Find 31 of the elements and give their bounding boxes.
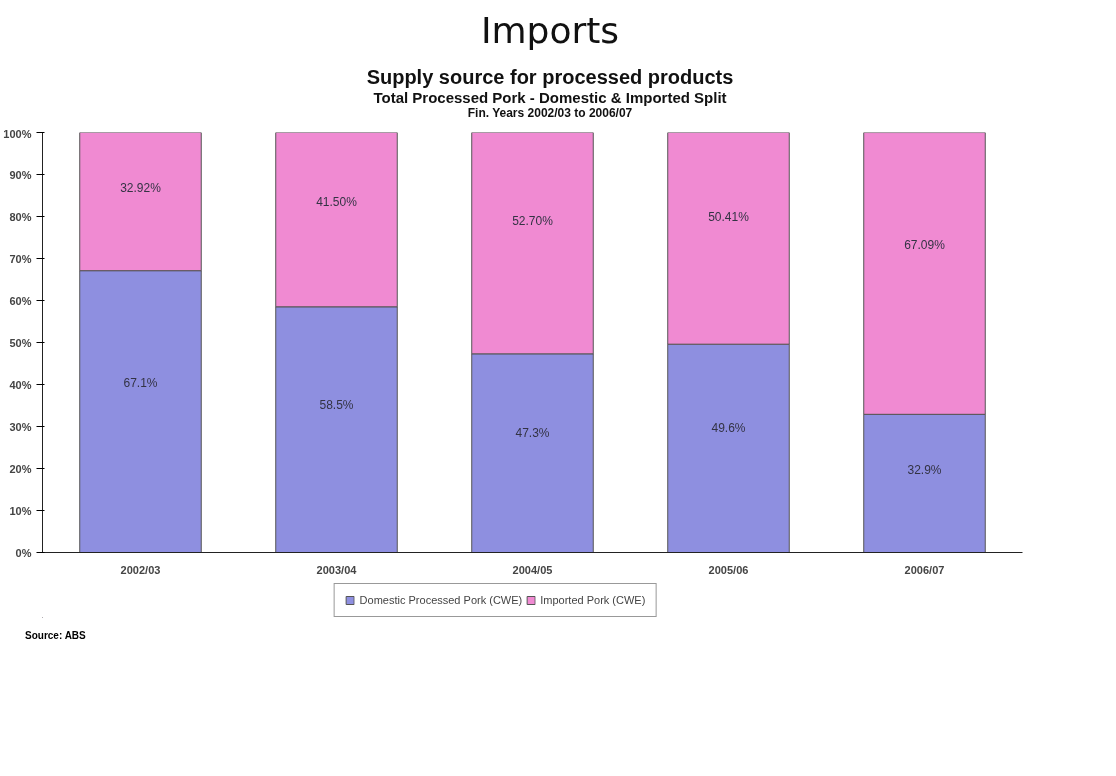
data-label: 58.5% <box>319 398 354 413</box>
y-tick-label: 50% <box>9 336 32 349</box>
data-label: 50.41% <box>708 210 750 225</box>
legend-label: Domestic Processed Pork (CWE) <box>359 594 523 607</box>
data-label: 32.92% <box>120 181 162 196</box>
chart-subtitle: Supply source for processed products Total Processed Pork - Domestic & Imported Split Fin. Years 2002/03 to 2006/07 <box>366 66 734 121</box>
chart-title: Imports <box>479 9 621 53</box>
x-tick-label: 2006/07 <box>904 563 945 576</box>
y-tick-label: 60% <box>9 294 32 307</box>
y-tick-label: 40% <box>9 378 32 391</box>
y-tick-label: 30% <box>9 420 32 433</box>
data-label: 47.3% <box>515 426 550 441</box>
data-label: 32.9% <box>907 462 942 477</box>
y-tick-label: 100% <box>3 127 32 140</box>
x-tick-label: 2003/04 <box>316 563 358 576</box>
y-tick-label: 70% <box>9 252 32 265</box>
y-tick-label: 0% <box>15 546 32 559</box>
x-tick-label: 2002/03 <box>120 563 161 576</box>
data-label: 49.6% <box>711 420 746 435</box>
x-tick-label: 2005/06 <box>708 563 749 576</box>
data-label: 67.09% <box>904 238 946 253</box>
y-tick-label: 20% <box>9 462 32 475</box>
x-tick-label: 2004/05 <box>512 563 553 576</box>
y-tick-label: 10% <box>9 504 32 517</box>
legend-label: Imported Pork (CWE) <box>540 594 646 607</box>
data-label: 52.70% <box>512 214 554 229</box>
y-tick-label: 80% <box>9 210 32 223</box>
y-tick-label: 90% <box>9 168 32 181</box>
source-note: Source: ABS <box>24 629 86 644</box>
data-label: 67.1% <box>123 376 158 391</box>
data-label: 41.50% <box>316 195 358 210</box>
